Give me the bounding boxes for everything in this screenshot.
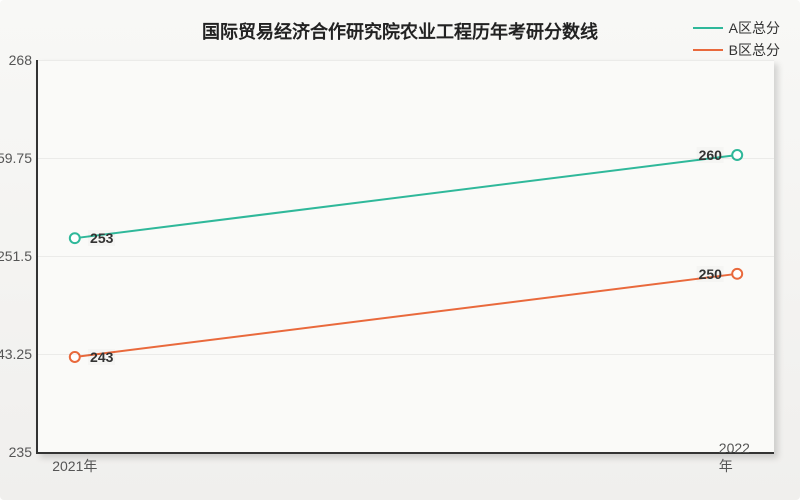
marker: [70, 233, 80, 243]
chart-title: 国际贸易经济合作研究院农业工程历年考研分数线: [0, 18, 800, 44]
legend-label-a: A区总分: [729, 18, 780, 38]
data-label: 260: [697, 147, 724, 163]
legend-label-b: B区总分: [729, 40, 780, 60]
legend-swatch-a: [693, 27, 723, 29]
legend-item-b: B区总分: [693, 40, 780, 60]
legend-item-a: A区总分: [693, 18, 780, 38]
xtick-label: 2021年: [52, 456, 97, 476]
legend-swatch-b: [693, 49, 723, 51]
chart-container: 国际贸易经济合作研究院农业工程历年考研分数线 A区总分 B区总分 235 243.…: [0, 0, 800, 500]
data-label: 250: [697, 266, 724, 282]
xtick-label: 2022年: [719, 440, 756, 476]
data-label: 243: [88, 349, 115, 365]
ytick-label: 235: [9, 444, 32, 460]
ytick-label: 259.75: [0, 150, 32, 166]
gridline: [38, 60, 774, 61]
ytick-label: 268: [9, 52, 32, 68]
series-line: [75, 155, 737, 238]
gridline: [38, 256, 774, 257]
legend: A区总分 B区总分: [693, 18, 780, 62]
ytick-label: 243.25: [0, 346, 32, 362]
gridline: [38, 158, 774, 159]
gridline: [38, 354, 774, 355]
marker: [732, 269, 742, 279]
data-label: 253: [88, 230, 115, 246]
plot-area: 235243.25251.5259.752682021年2022年2532602…: [36, 60, 774, 454]
series-line: [75, 274, 737, 357]
ytick-label: 251.5: [0, 248, 32, 264]
